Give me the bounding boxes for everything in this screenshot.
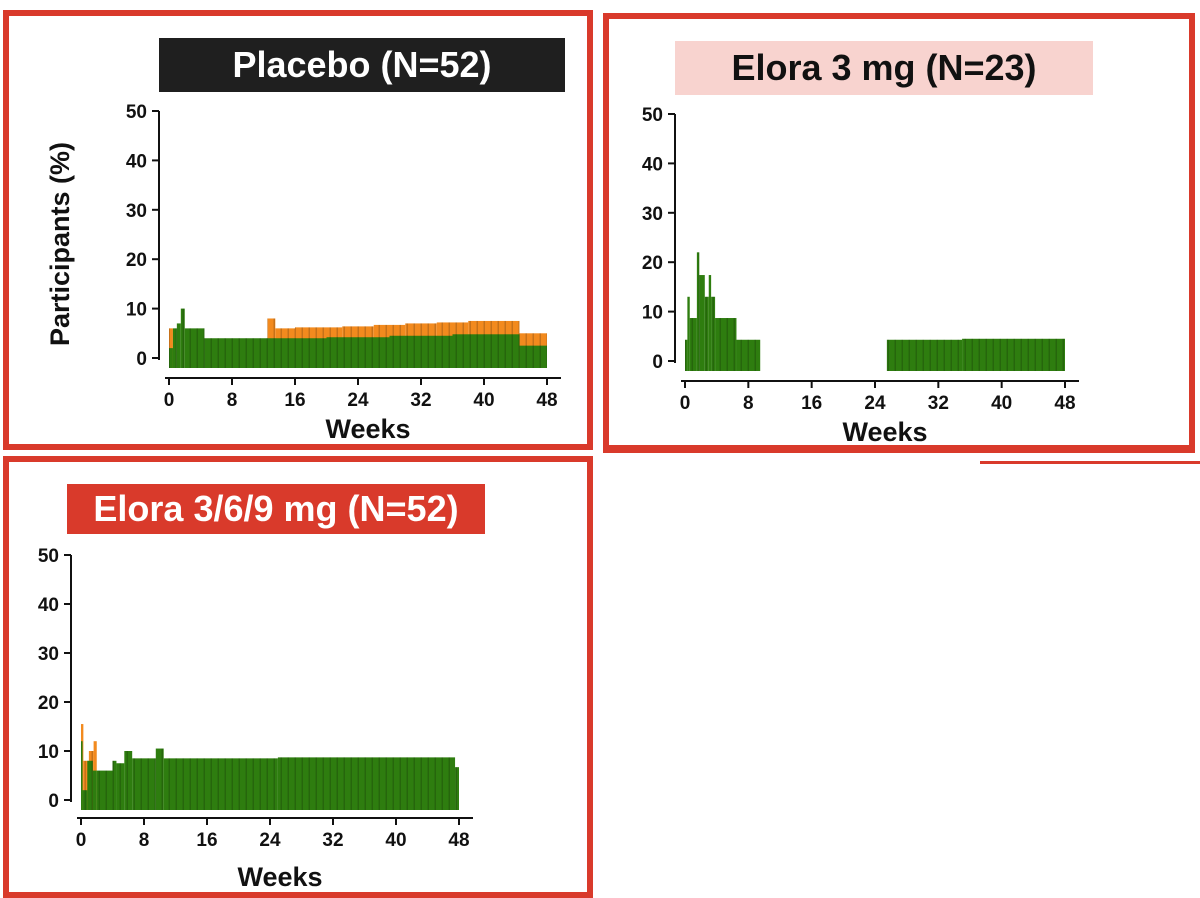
bar-stripe (687, 296, 690, 371)
x-tick-label: 48 (536, 390, 557, 411)
bar-stripe (736, 339, 761, 371)
x-tick-label: 8 (743, 393, 754, 414)
y-tick-label: 30 (38, 644, 59, 665)
y-tick-label: 10 (38, 742, 59, 763)
bar-stripe (163, 758, 278, 810)
y-tick-label: 10 (126, 300, 147, 321)
x-tick-label: 0 (164, 390, 175, 411)
chart-elora-369mg: 0 10 20 30 40 50 0 8 16 24 32 40 48 Weeks (38, 546, 473, 892)
x-tick-label: 40 (385, 830, 406, 851)
panel-elora-369mg: Elora 3/6/9 mg (N=52) 0 10 20 30 40 50 0 8 16 24 3… (3, 456, 593, 898)
x-tick-label: 32 (410, 390, 431, 411)
bar-stripe (326, 337, 390, 368)
bar-stripe (962, 338, 1065, 371)
y-tick-label: 30 (642, 204, 663, 225)
bars-group (81, 724, 459, 810)
bar-stripe (263, 338, 327, 368)
chart-title: Elora 3/6/9 mg (N=52) (67, 484, 485, 534)
y-tick-label: 0 (652, 352, 663, 373)
divider-line (980, 461, 1200, 464)
x-tick-label: 40 (473, 390, 494, 411)
bar-stripe (696, 252, 700, 371)
x-tick-label: 16 (801, 393, 822, 414)
y-tick-label: 0 (136, 349, 147, 370)
bar-stripe (116, 763, 125, 810)
bar-stripe (886, 339, 963, 371)
chart-title: Elora 3 mg (N=23) (675, 41, 1093, 95)
x-tick-label: 40 (991, 393, 1012, 414)
bar-stripe (685, 339, 688, 371)
y-tick-label: 20 (642, 253, 663, 274)
x-tick-label: 24 (259, 830, 281, 851)
y-tick-label: 10 (642, 303, 663, 324)
x-tick-label: 0 (76, 830, 87, 851)
bar-stripe (92, 770, 97, 810)
y-tick-label: 50 (38, 546, 59, 567)
y-tick-label: 20 (126, 250, 147, 271)
bar-stripe (132, 758, 156, 810)
x-tick-label: 32 (928, 393, 949, 414)
x-axis-title: Weeks (237, 862, 322, 892)
y-tick-label: 20 (38, 693, 59, 714)
x-tick-label: 8 (227, 390, 238, 411)
bar-stripe (715, 318, 737, 371)
bar-stripe (83, 760, 89, 810)
bar-stripe (81, 741, 83, 810)
y-tick-label: 50 (126, 102, 147, 123)
y-tick-label: 40 (38, 595, 59, 616)
y-tick-label: 30 (126, 201, 147, 222)
bar-stripe (155, 748, 164, 810)
panel-placebo: Placebo (N=52) 0 10 20 30 40 50 0 8 16 24 32 40 48 We… (3, 10, 593, 450)
bars-group (685, 252, 1065, 371)
x-tick-label: 24 (864, 393, 886, 414)
bar-stripe (96, 770, 113, 810)
bar-stripe (519, 345, 547, 368)
bar-stripe (184, 328, 205, 368)
bar-stripe (176, 323, 181, 368)
bar-stripe (87, 760, 93, 810)
x-tick-label: 16 (196, 830, 217, 851)
bar-stripe (711, 296, 716, 371)
chart-title: Placebo (N=52) (159, 38, 565, 92)
bar-stripe (704, 296, 709, 371)
y-tick-label: 40 (126, 151, 147, 172)
bar-stripe (82, 790, 88, 810)
bar-stripe (389, 335, 453, 368)
bar-stripe (112, 760, 117, 810)
bar-stripe (204, 338, 264, 368)
x-tick-label: 24 (347, 390, 369, 411)
bar-stripe (708, 275, 712, 371)
bars-group (169, 308, 547, 368)
x-tick-label: 16 (284, 390, 305, 411)
chart-elora-3mg: 0 10 20 30 40 50 0 8 16 24 32 40 48 Weeks (642, 105, 1079, 445)
x-tick-label: 48 (1054, 393, 1075, 414)
x-tick-label: 0 (680, 393, 691, 414)
bar-stripe (169, 348, 173, 368)
panel-elora-3mg: Elora 3 mg (N=23) 0 10 20 30 40 50 0 8 16 24 32 40 4… (603, 13, 1195, 453)
x-axis-title: Weeks (842, 417, 927, 445)
y-axis-title: Participants (%) (45, 142, 75, 346)
bar-stripe (452, 334, 520, 368)
x-tick-label: 48 (448, 830, 469, 851)
x-axis-title: Weeks (325, 414, 410, 444)
bar-stripe (180, 308, 185, 368)
bar-stripe (124, 751, 133, 810)
x-tick-label: 32 (322, 830, 343, 851)
bar-stripe (455, 767, 459, 810)
bar-stripe (277, 757, 456, 810)
x-tick-label: 8 (139, 830, 150, 851)
bar-stripe (699, 275, 705, 371)
y-tick-label: 0 (48, 791, 59, 812)
bar-stripe (689, 318, 697, 371)
y-tick-label: 40 (642, 154, 663, 175)
y-tick-label: 50 (642, 105, 663, 126)
bar-stripe (172, 328, 177, 368)
chart-placebo: 0 10 20 30 40 50 0 8 16 24 32 40 48 Weeks Participants… (45, 102, 561, 444)
